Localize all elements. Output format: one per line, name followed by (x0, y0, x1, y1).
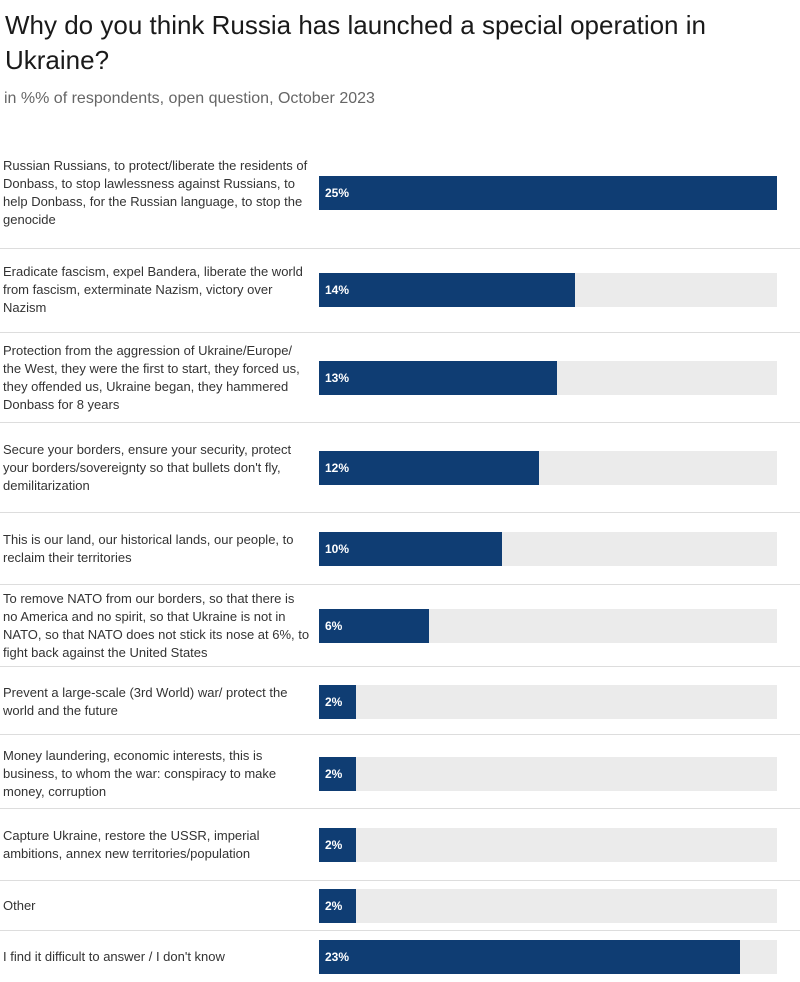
bar-row: I find it difficult to answer / I don't … (0, 934, 800, 980)
chart-title: Why do you think Russia has launched a s… (5, 10, 706, 75)
bar: 6% (319, 609, 429, 643)
bar-value-label: 10% (325, 542, 350, 556)
category-label-text: Money laundering, economic interests, th… (3, 748, 277, 799)
row-divider (0, 880, 800, 881)
category-label-text: Capture Ukraine, restore the USSR, imper… (3, 828, 260, 861)
bar: 2% (319, 889, 356, 923)
bar-track: 2% (319, 889, 777, 923)
category-label: To remove NATO from our borders, so that… (3, 588, 311, 664)
category-label-text: This is our land, our historical lands, … (3, 532, 294, 565)
bar-row: Russian Russians, to protect/liberate th… (0, 140, 800, 246)
bar-value-label: 14% (325, 283, 350, 297)
bar-value-label: 12% (325, 461, 350, 475)
bar-track: 25% (319, 176, 777, 210)
row-divider (0, 332, 800, 333)
bar-row: Eradicate fascism, expel Bandera, libera… (0, 250, 800, 330)
category-label: Money laundering, economic interests, th… (3, 742, 311, 806)
bar: 25% (319, 176, 777, 210)
row-divider (0, 930, 800, 931)
bar-track: 23% (319, 940, 777, 974)
chart-subtitle: in %% of respondents, open question, Oct… (4, 90, 375, 107)
bar-row: Prevent a large-scale (3rd World) war/ p… (0, 672, 800, 732)
bar-row: Protection from the aggression of Ukrain… (0, 336, 800, 420)
bar-track: 10% (319, 532, 777, 566)
bar-track: 14% (319, 273, 777, 307)
category-label: Secure your borders, ensure your securit… (3, 426, 311, 510)
bar-value-label: 2% (325, 899, 343, 913)
category-label: I find it difficult to answer / I don't … (3, 934, 311, 980)
bar-track: 2% (319, 685, 777, 719)
category-label: Other (3, 884, 311, 928)
category-label-text: Eradicate fascism, expel Bandera, libera… (3, 264, 303, 315)
category-label: This is our land, our historical lands, … (3, 516, 311, 582)
bar: 2% (319, 685, 356, 719)
bar-value-label: 6% (325, 619, 343, 633)
bar: 23% (319, 940, 741, 974)
bar-track: 2% (319, 828, 777, 862)
bar-row: Secure your borders, ensure your securit… (0, 426, 800, 510)
bar-row: Money laundering, economic interests, th… (0, 742, 800, 806)
bar: 13% (319, 361, 558, 395)
bar: 2% (319, 757, 356, 791)
row-divider (0, 248, 800, 249)
bar-track: 6% (319, 609, 777, 643)
category-label: Russian Russians, to protect/liberate th… (3, 140, 311, 246)
row-divider (0, 512, 800, 513)
bar: 2% (319, 828, 356, 862)
row-divider (0, 666, 800, 667)
bar-row: Capture Ukraine, restore the USSR, imper… (0, 812, 800, 878)
bar-track: 2% (319, 757, 777, 791)
category-label: Protection from the aggression of Ukrain… (3, 336, 311, 420)
bar-value-label: 2% (325, 767, 343, 781)
category-label: Eradicate fascism, expel Bandera, libera… (3, 250, 311, 330)
category-label: Prevent a large-scale (3rd World) war/ p… (3, 672, 311, 732)
bar-row: Other 2% (0, 884, 800, 928)
bar: 14% (319, 273, 576, 307)
bar-value-label: 2% (325, 695, 343, 709)
bar: 12% (319, 451, 539, 485)
category-label-text: Russian Russians, to protect/liberate th… (3, 158, 308, 227)
bar: 10% (319, 532, 503, 566)
category-label-text: Secure your borders, ensure your securit… (3, 442, 292, 493)
category-label-text: Prevent a large-scale (3rd World) war/ p… (3, 685, 288, 718)
category-label-text: Protection from the aggression of Ukrain… (3, 343, 300, 412)
row-divider (0, 734, 800, 735)
bar-track: 13% (319, 361, 777, 395)
bar-value-label: 25% (325, 186, 350, 200)
row-divider (0, 808, 800, 809)
bar-chart: Russian Russians, to protect/liberate th… (0, 140, 800, 982)
bar-row: To remove NATO from our borders, so that… (0, 588, 800, 664)
category-label-text: To remove NATO from our borders, so that… (3, 591, 310, 660)
bar-value-label: 2% (325, 838, 343, 852)
row-divider (0, 584, 800, 585)
bar-value-label: 23% (325, 950, 350, 964)
bar-track: 12% (319, 451, 777, 485)
category-label-text: Other (3, 898, 36, 913)
bar-value-label: 13% (325, 371, 350, 385)
bar-row: This is our land, our historical lands, … (0, 516, 800, 582)
row-divider (0, 422, 800, 423)
category-label-text: I find it difficult to answer / I don't … (3, 949, 225, 964)
category-label: Capture Ukraine, restore the USSR, imper… (3, 812, 311, 878)
